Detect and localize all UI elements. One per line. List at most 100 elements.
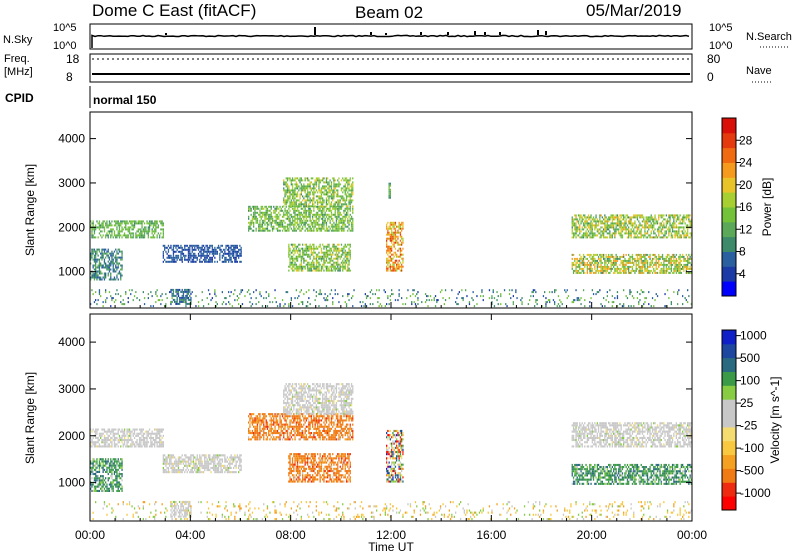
data-cell <box>182 294 185 297</box>
data-cell <box>648 224 650 227</box>
data-cell <box>256 217 259 220</box>
data-cell <box>579 224 581 227</box>
data-cell <box>600 269 602 272</box>
data-cell <box>110 295 112 298</box>
data-cell <box>171 248 173 251</box>
data-cell <box>665 271 667 274</box>
data-cell <box>123 441 126 444</box>
data-cell <box>621 265 624 268</box>
data-cell <box>402 239 404 242</box>
data-cell <box>552 299 555 302</box>
data-cell <box>112 266 114 269</box>
data-cell <box>350 199 353 202</box>
data-cell <box>116 443 118 446</box>
data-cell <box>338 225 340 228</box>
data-cell <box>335 217 338 220</box>
data-cell <box>393 233 395 236</box>
data-cell <box>330 257 333 260</box>
data-cell <box>111 297 113 300</box>
data-cell <box>608 265 610 268</box>
data-cell <box>407 289 409 292</box>
freq-strip: Freq. [MHz] 18 8 80 0 Nave <box>4 52 772 84</box>
data-cell <box>228 252 230 255</box>
data-cell <box>603 297 605 300</box>
data-cell <box>112 268 114 271</box>
data-cell <box>185 258 187 261</box>
data-cell <box>334 209 336 212</box>
data-cell <box>386 225 388 228</box>
data-cell <box>102 220 104 223</box>
data-cell <box>265 291 267 294</box>
data-cell <box>328 217 330 220</box>
data-cell <box>613 301 615 304</box>
data-cell <box>625 261 627 264</box>
data-cell <box>295 177 297 180</box>
data-cell <box>645 261 647 264</box>
data-cell <box>488 297 491 300</box>
data-cell <box>229 295 231 298</box>
data-cell <box>291 263 294 266</box>
data-cell <box>401 297 403 300</box>
data-cell <box>665 226 667 229</box>
data-cell <box>105 430 107 433</box>
data-cell <box>305 215 307 218</box>
data-cell <box>310 209 312 212</box>
data-cell <box>255 303 257 306</box>
data-cell <box>594 226 596 229</box>
data-cell <box>322 263 324 266</box>
data-cell <box>605 259 607 262</box>
data-cell <box>665 214 667 217</box>
data-cell <box>101 432 103 435</box>
data-cell <box>554 289 556 292</box>
data-cell <box>342 195 344 198</box>
data-cell <box>98 276 101 279</box>
data-cell <box>155 230 157 233</box>
data-cell <box>337 217 339 220</box>
data-cell <box>641 269 644 272</box>
data-cell <box>601 216 603 219</box>
data-cell <box>653 257 655 260</box>
data-cell <box>132 228 134 231</box>
data-cell <box>575 289 577 292</box>
data-cell <box>230 246 232 249</box>
data-cell <box>689 271 691 274</box>
data-cell <box>388 247 390 250</box>
data-cell <box>200 250 202 253</box>
data-cell <box>201 291 203 294</box>
data-cell <box>506 305 508 308</box>
data-cell <box>328 191 330 194</box>
data-cell <box>633 257 635 260</box>
data-cell <box>641 267 644 270</box>
data-cell <box>601 253 603 256</box>
data-cell <box>280 225 282 228</box>
data-cell <box>172 252 175 255</box>
data-cell <box>649 216 651 219</box>
data-cell <box>605 265 607 268</box>
data-cell <box>323 221 325 224</box>
data-cell <box>585 216 587 219</box>
data-cell <box>294 183 296 186</box>
data-cell <box>207 303 210 306</box>
data-cell <box>575 263 577 266</box>
data-cell <box>133 224 136 227</box>
data-cell <box>646 269 649 272</box>
data-cell <box>584 224 586 227</box>
data-cell <box>250 213 252 216</box>
data-cell <box>298 247 300 250</box>
data-cell <box>210 244 212 247</box>
data-cell <box>93 248 96 251</box>
data-cell <box>256 219 259 222</box>
data-cell <box>101 248 103 251</box>
data-cell <box>107 274 109 277</box>
data-cell <box>604 230 606 233</box>
data-cell <box>105 276 107 279</box>
data-cell <box>344 255 346 258</box>
data-cell <box>117 232 119 235</box>
data-cell <box>338 195 340 198</box>
data-cell <box>320 179 323 182</box>
data-cell <box>150 224 152 227</box>
data-cell <box>298 295 300 298</box>
data-cell <box>211 260 213 263</box>
data-cell <box>327 295 329 298</box>
data-cell <box>348 227 350 230</box>
